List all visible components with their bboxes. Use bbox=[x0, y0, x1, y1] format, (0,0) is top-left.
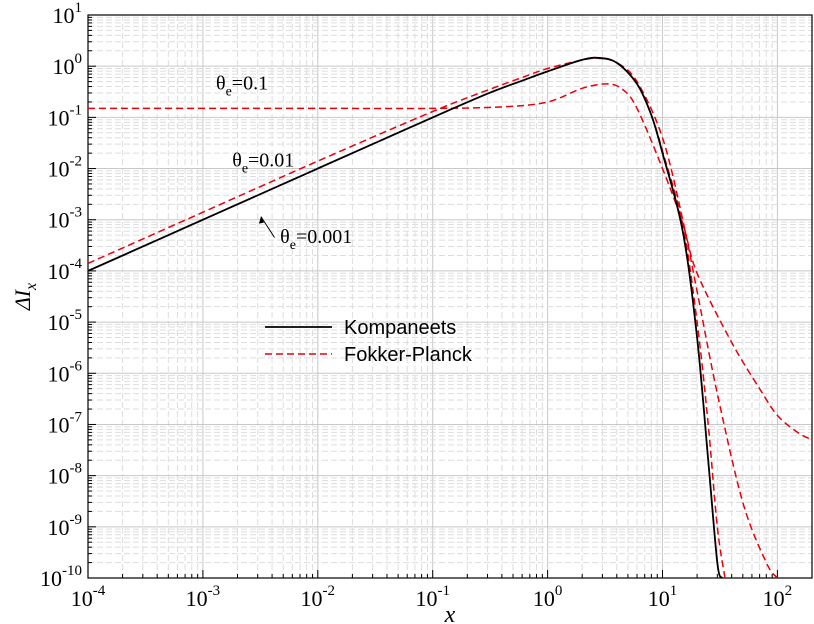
annotation-arrowhead bbox=[258, 216, 264, 224]
y-tick-label: 10-5 bbox=[48, 307, 83, 335]
legend: Kompaneets Fokker-Planck bbox=[265, 317, 473, 366]
y-tick-label: 10-2 bbox=[48, 154, 83, 182]
series bbox=[88, 56, 812, 578]
legend-label: Fokker-Planck bbox=[344, 344, 473, 366]
y-tick-label: 10-10 bbox=[40, 563, 82, 591]
y-tick-label: 101 bbox=[53, 0, 83, 28]
y-axis-label-sub: x bbox=[23, 283, 40, 291]
x-axis-label: x bbox=[444, 602, 456, 624]
series-annotation: θe=0.001 bbox=[280, 226, 352, 253]
y-axis-label: ΔIx bbox=[10, 283, 40, 311]
y-tick-label: 10-4 bbox=[48, 256, 83, 284]
ticks: 10-4 10-3 10-2 10-1 100 101 102 10-10 10-9 10-8 10… bbox=[40, 0, 813, 611]
series-fokker-planck-line bbox=[88, 83, 812, 441]
plot-frame bbox=[87, 14, 813, 579]
grid bbox=[87, 14, 813, 579]
y-tick-label: 100 bbox=[53, 51, 83, 79]
x-tick-label: 102 bbox=[763, 583, 793, 611]
y-axis-label-main: ΔI bbox=[10, 288, 35, 311]
y-tick-label: 10-7 bbox=[48, 409, 83, 437]
y-tick-label: 10-3 bbox=[48, 205, 83, 233]
series-annotation: θe=0.1 bbox=[216, 73, 268, 100]
legend-label: Kompaneets bbox=[344, 317, 456, 339]
series-kompaneets-line bbox=[88, 56, 723, 578]
series-annotation: θe=0.01 bbox=[232, 149, 294, 176]
annotations: θe=0.1 θe=0.01 θe=0.001 bbox=[216, 73, 352, 254]
y-tick-label: 10-1 bbox=[48, 102, 83, 130]
x-tick-label: 100 bbox=[533, 583, 563, 611]
x-tick-label: 10-3 bbox=[186, 583, 221, 611]
x-tick-label: 101 bbox=[648, 583, 678, 611]
x-tick-label: 10-2 bbox=[301, 583, 336, 611]
y-tick-label: 10-8 bbox=[48, 461, 83, 489]
y-tick-label: 10-6 bbox=[48, 358, 83, 386]
x-tick-label: 10-1 bbox=[415, 583, 450, 611]
y-tick-label: 10-9 bbox=[48, 512, 83, 540]
annotation-arrow bbox=[260, 216, 275, 238]
x-tick-label: 10-4 bbox=[71, 583, 106, 611]
